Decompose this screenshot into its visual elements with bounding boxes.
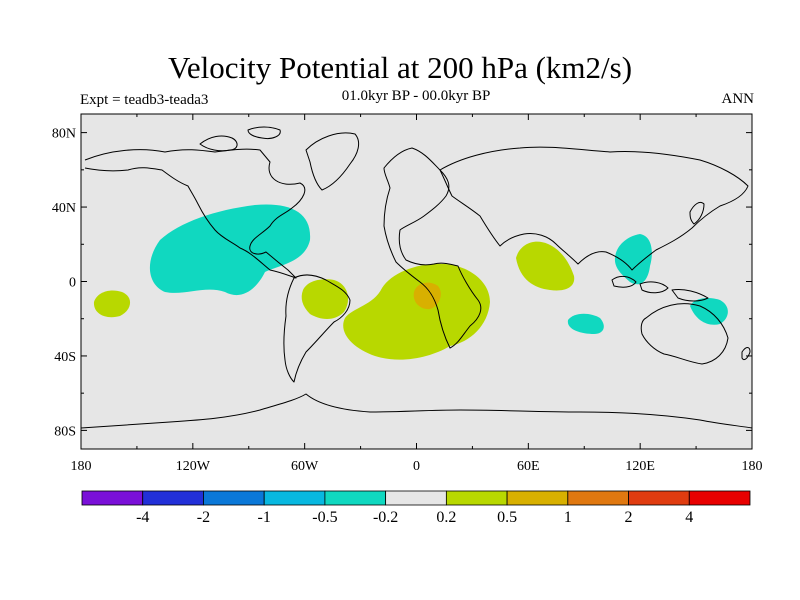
north-america-coast <box>84 148 306 279</box>
lat-tick-label: 40S <box>54 350 76 365</box>
chart-title: Velocity Potential at 200 hPa (km2/s) <box>167 50 633 85</box>
colorbar-label: -0.2 <box>373 509 398 526</box>
negative-region-indian-ocean <box>567 313 604 334</box>
colorbar-label: -4 <box>136 509 149 526</box>
negative-region-north-america <box>149 204 311 296</box>
chart-subtitle: 01.0kyr BP - 00.0kyr BP <box>341 88 491 104</box>
lon-tick-label: 120E <box>625 459 655 474</box>
longitude-ticks: 180 120W 60W 0 60E 120E 180 <box>71 114 763 474</box>
lon-tick-label: 0 <box>413 459 420 474</box>
japan-coast <box>689 201 705 225</box>
australia-coast <box>640 303 729 365</box>
colorbar-swatch <box>506 490 569 506</box>
colorbar-label: -1 <box>258 509 271 526</box>
latitude-ticks: 80N 40N 0 40S 80S <box>52 127 752 439</box>
shaded-regions <box>93 204 728 360</box>
positive-region-arabian-sea <box>516 241 575 291</box>
lon-tick-label: 120W <box>176 459 211 474</box>
antarctica-coast <box>81 393 752 429</box>
new-zealand-coast <box>741 347 751 361</box>
canadian-archipelago-coast <box>199 126 281 152</box>
experiment-label: Expt = teadb3-teada3 <box>80 92 209 108</box>
lon-tick-label: 60E <box>517 459 540 474</box>
colorbar-swatch <box>445 490 508 506</box>
colorbar-swatch <box>263 490 326 506</box>
lat-tick-label: 0 <box>69 276 76 291</box>
positive-region-central-pacific <box>93 290 131 318</box>
season-label: ANN <box>721 91 755 107</box>
colorbar-swatch <box>203 490 265 506</box>
colorbar-swatch <box>688 490 751 506</box>
lat-tick-label: 40N <box>52 201 76 216</box>
colorbar-swatch <box>567 490 629 506</box>
lon-tick-label: 180 <box>71 459 92 474</box>
colorbar: -4 -2 -1 -0.5 -0.2 0.2 0.5 1 2 4 <box>81 490 751 526</box>
maritime-continent-coast <box>611 275 709 302</box>
coastlines <box>81 126 752 429</box>
lat-tick-label: 80S <box>54 424 76 439</box>
colorbar-label: 4 <box>685 509 693 526</box>
colorbar-label: -0.5 <box>312 509 337 526</box>
colorbar-label: 0.5 <box>497 509 517 526</box>
asia-coast <box>439 146 749 271</box>
strong-positive-region-gulf-of-guinea <box>413 282 441 310</box>
colorbar-label: 1 <box>564 509 572 526</box>
lon-tick-label: 60W <box>291 459 319 474</box>
negative-region-maritime-continent <box>614 234 652 285</box>
lon-tick-label: 180 <box>742 459 763 474</box>
positive-region-south-atlantic-africa <box>343 263 490 360</box>
lat-tick-label: 80N <box>52 127 76 142</box>
colorbar-swatch <box>385 490 447 506</box>
colorbar-label: -2 <box>197 509 210 526</box>
colorbar-swatch <box>81 490 144 506</box>
greenland-coast <box>305 132 360 191</box>
colorbar-swatch <box>142 490 204 506</box>
colorbar-swatch <box>324 490 387 506</box>
positive-region-south-america <box>301 279 349 319</box>
colorbar-label: 2 <box>625 509 633 526</box>
map-panel: 180 120W 60W 0 60E 120E 180 80N 40N 0 40S 80S <box>52 113 763 474</box>
colorbar-label: 0.2 <box>436 509 456 526</box>
south-america-coast <box>283 274 351 383</box>
europe-africa-coast <box>383 147 482 349</box>
colorbar-swatch <box>628 490 690 506</box>
